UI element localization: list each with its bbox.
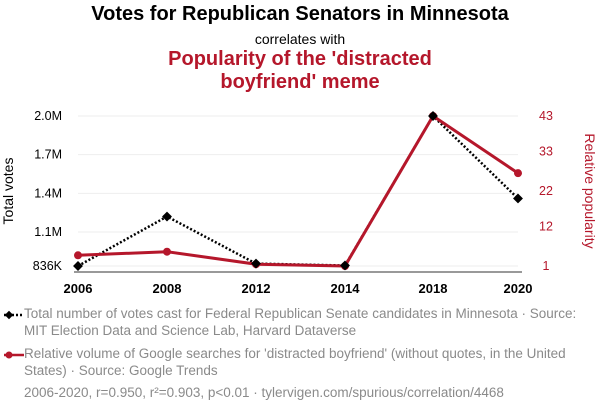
chart-title-secondary-line-1: Popularity of the 'distracted xyxy=(168,48,432,70)
y-right-tick-label: 22 xyxy=(539,184,553,198)
legend-marker-votes xyxy=(4,310,24,320)
data-point-popularity xyxy=(163,247,171,256)
x-tick-label: 2020 xyxy=(504,281,533,296)
footer-stats: 2006-2020, r=0.950, r²=0.903, p<0.01 · t… xyxy=(24,385,504,400)
chart-plot: 836K 1.1M 1.4M 1.7M 2.0M 1 12 22 33 43 2006 2008 201… xyxy=(0,109,598,296)
series-line-votes xyxy=(77,114,519,268)
x-tick-label: 2014 xyxy=(331,281,361,296)
chart-subtitle: correlates with xyxy=(254,31,346,47)
chart-title-secondary: Popularity of the 'distracted boyfriend'… xyxy=(0,48,600,94)
legend: Total number of votes cast for Federal R… xyxy=(4,305,584,379)
y-left-axis-title: Total votes xyxy=(0,158,16,225)
y-right-tick-label: 43 xyxy=(539,109,553,123)
series-line-popularity xyxy=(77,114,519,268)
y-left-tick-label: 2.0M xyxy=(34,109,62,123)
y-right-tick-label: 12 xyxy=(539,220,553,234)
data-point-votes xyxy=(162,211,172,222)
data-point-popularity xyxy=(514,169,522,178)
legend-text-popularity: Relative volume of Google searches for '… xyxy=(24,346,566,378)
y-right-axis-title: Relative popularity xyxy=(582,133,598,248)
chart-title-secondary-line-2: boyfriend' meme xyxy=(220,71,380,93)
legend-text-votes: Total number of votes cast for Federal R… xyxy=(24,306,577,338)
y-right-tick-label: 1 xyxy=(543,259,550,273)
chart-title: Votes for Republican Senators in Minneso… xyxy=(91,3,509,25)
x-tick-label: 2012 xyxy=(242,281,271,296)
y-left-tick-label: 1.7M xyxy=(34,148,62,162)
data-point-votes xyxy=(513,193,523,204)
legend-marker-popularity xyxy=(4,351,24,359)
legend-item-votes: Total number of votes cast for Federal R… xyxy=(4,305,584,339)
y-left-tick-label: 1.4M xyxy=(34,186,62,200)
data-point-votes xyxy=(251,258,261,269)
data-point-votes xyxy=(340,260,350,271)
x-tick-label: 2018 xyxy=(419,281,448,296)
y-left-tick-label: 1.1M xyxy=(34,225,62,239)
legend-item-popularity: Relative volume of Google searches for '… xyxy=(4,345,584,379)
data-point-popularity xyxy=(74,251,82,260)
x-tick-label: 2008 xyxy=(153,281,182,296)
x-tick-label: 2006 xyxy=(64,281,93,296)
y-left-tick-label: 836K xyxy=(33,259,63,273)
data-point-votes xyxy=(73,261,83,271)
y-right-tick-label: 33 xyxy=(539,145,553,159)
